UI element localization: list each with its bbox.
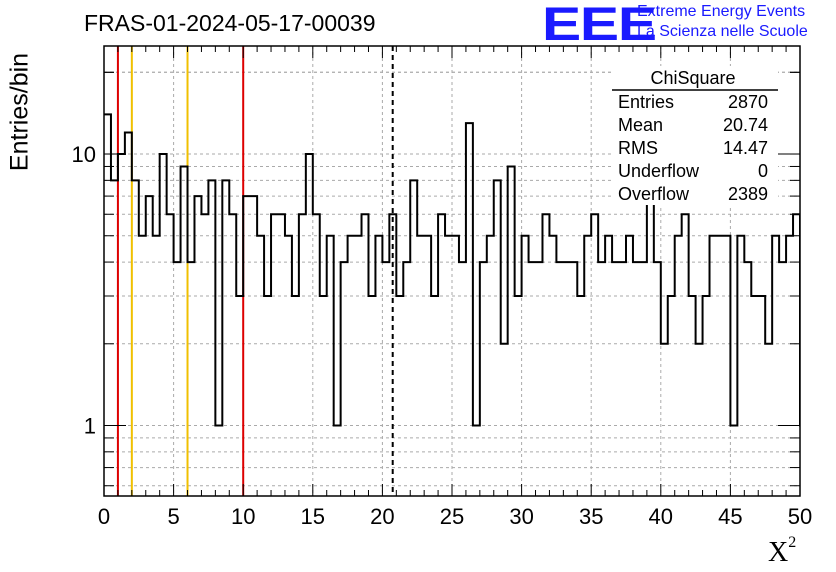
stats-row-value: 20.74 <box>723 115 768 135</box>
stats-row-label: Mean <box>618 115 663 135</box>
stats-row-value: 2389 <box>728 184 768 204</box>
x-axis-label-superscript: 2 <box>788 533 797 551</box>
x-tick-label: 0 <box>98 504 110 529</box>
histogram-series <box>104 113 800 427</box>
stats-row-label: Overflow <box>618 184 690 204</box>
x-tick-label: 45 <box>718 504 742 529</box>
x-tick-label: 15 <box>301 504 325 529</box>
x-axis-label-base: X <box>768 537 789 568</box>
org-name-line1: Extreme Energy Events <box>637 3 806 20</box>
x-tick-label: 35 <box>579 504 603 529</box>
x-axis-label: X2 <box>768 533 797 569</box>
x-tick-label: 5 <box>167 504 179 529</box>
y-tick-label: 10 <box>72 142 96 167</box>
stats-row-value: 14.47 <box>723 138 768 158</box>
stats-box-title: ChiSquare <box>650 68 735 88</box>
org-name-line2: La Scienza nelle Scuole <box>637 23 808 40</box>
eee-logo: EEE <box>542 0 657 50</box>
x-tick-label: 30 <box>509 504 533 529</box>
chart-title: FRAS-01-2024-05-17-00039 <box>84 10 376 36</box>
stats-row-label: Entries <box>618 92 674 112</box>
stats-row-value: 0 <box>758 161 768 181</box>
stats-row-label: Underflow <box>618 161 700 181</box>
x-tick-label: 40 <box>649 504 673 529</box>
stats-box-background <box>612 66 778 205</box>
y-tick-label: 1 <box>84 414 96 439</box>
x-tick-label: 25 <box>440 504 464 529</box>
x-tick-label: 20 <box>370 504 394 529</box>
x-tick-label: 10 <box>231 504 255 529</box>
stats-row-value: 2870 <box>728 92 768 112</box>
stats-row-label: RMS <box>618 138 658 158</box>
x-tick-label: 50 <box>788 504 812 529</box>
